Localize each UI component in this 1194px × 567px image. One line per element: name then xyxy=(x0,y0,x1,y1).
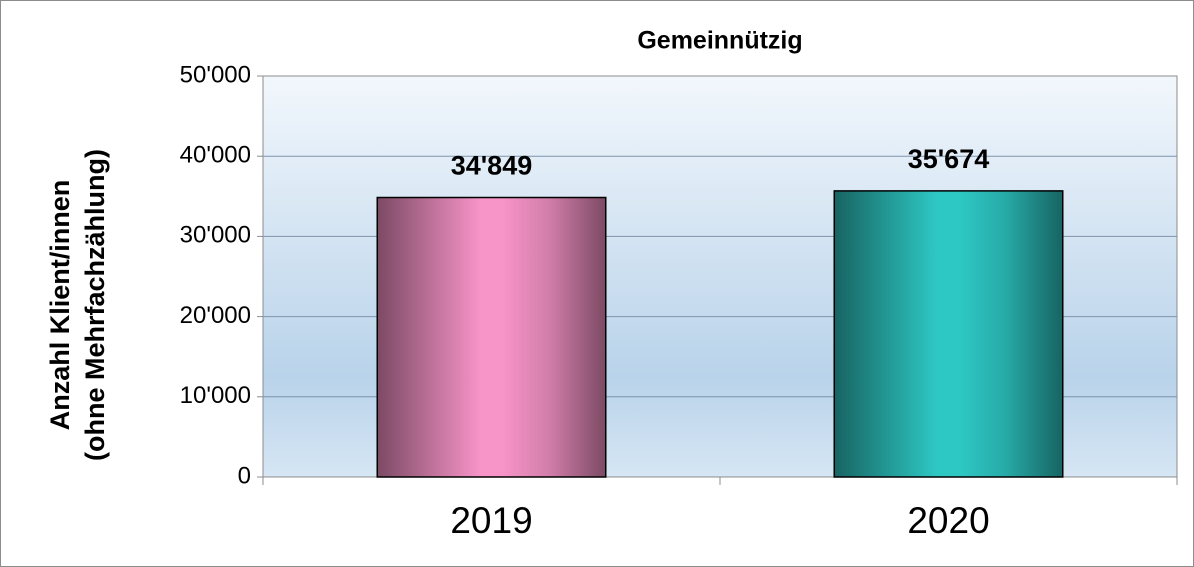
y-axis-label: Anzahl Klient/innen xyxy=(45,180,75,431)
y-axis-label: (ohne Mehrfachzählung) xyxy=(80,149,110,461)
value-label: 34'849 xyxy=(451,151,533,181)
y-tick-label: 20'000 xyxy=(180,302,251,329)
chart-title: Gemeinnützig xyxy=(637,27,802,55)
x-tick-label: 2020 xyxy=(907,500,989,541)
y-tick-label: 50'000 xyxy=(180,61,251,88)
value-label: 35'674 xyxy=(908,144,990,174)
bar xyxy=(833,190,1064,478)
bar xyxy=(376,196,607,478)
y-tick-label: 40'000 xyxy=(180,142,251,169)
y-tick-label: 10'000 xyxy=(180,382,251,409)
y-tick-label: 30'000 xyxy=(180,222,251,249)
y-tick-label: 0 xyxy=(238,462,251,489)
x-tick-label: 2019 xyxy=(450,500,532,541)
